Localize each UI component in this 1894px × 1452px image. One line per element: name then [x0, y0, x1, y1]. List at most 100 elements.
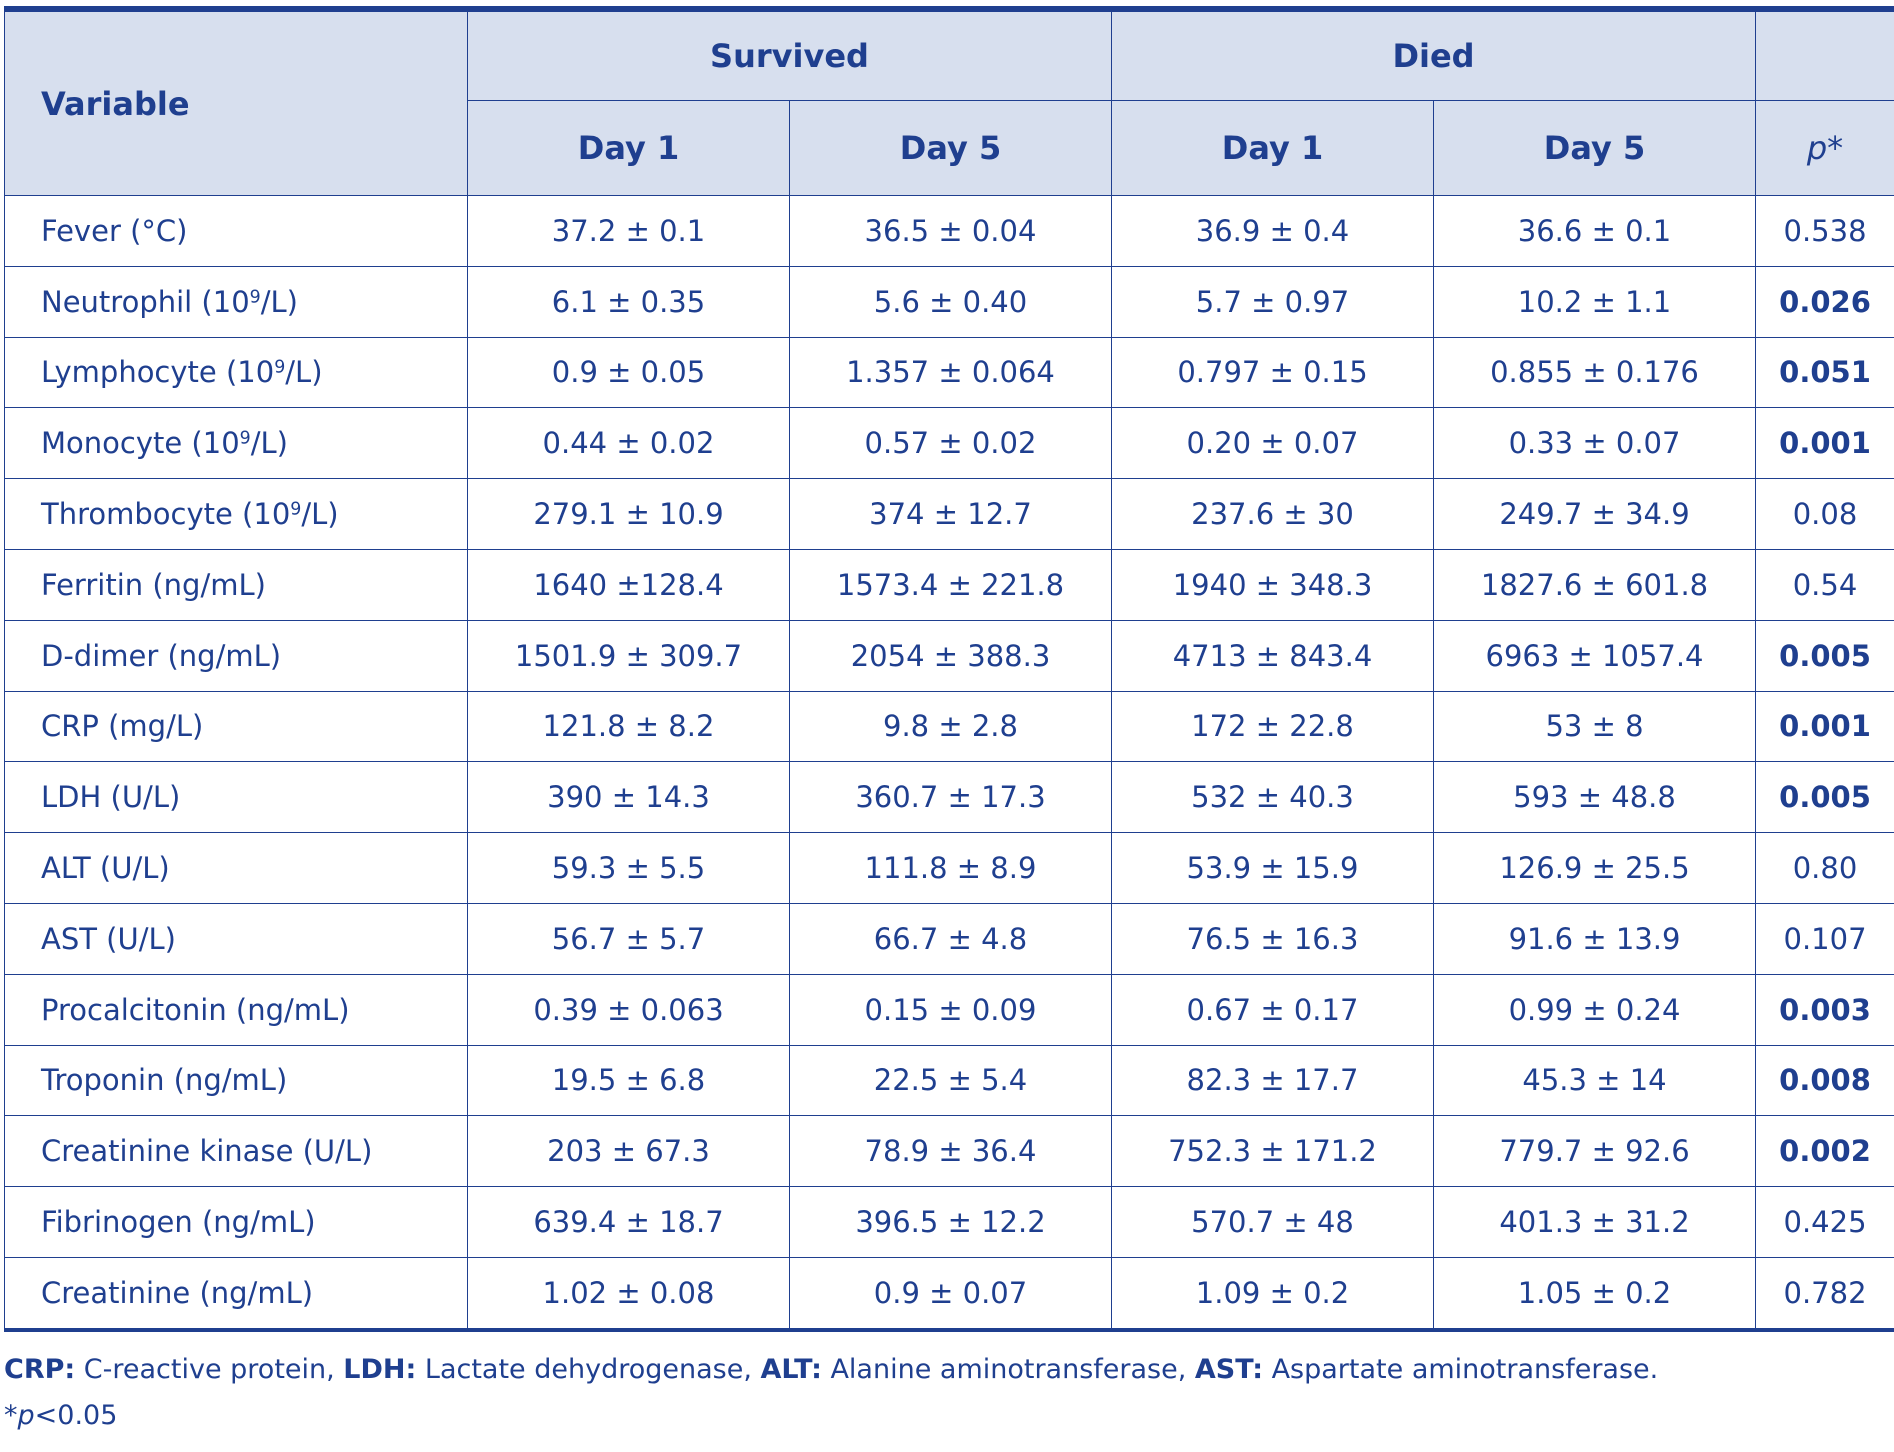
survived-day5-value: 396.5 ± 12.2 — [789, 1186, 1112, 1258]
table-row: Troponin (ng/mL) 19.5 ± 6.8 22.5 ± 5.4 82.3… — [4, 1044, 1894, 1117]
table-row: Fibrinogen (ng/mL) 639.4 ± 18.7 396.5 ± 12… — [4, 1186, 1894, 1258]
table-row: Neutrophil (109/L) 6.1 ± 0.35 5.6 ± 0.40 5.… — [4, 265, 1894, 338]
header-variable: Variable — [4, 8, 468, 196]
p-value: 0.54 — [1755, 548, 1894, 621]
abbr-definition: Lactate dehydrogenase, — [416, 1354, 761, 1385]
row-variable: Fever (°C) — [4, 195, 468, 267]
variable-name: Troponin (ng/mL) — [41, 1063, 288, 1098]
variable-name: Fever (°C) — [41, 213, 188, 248]
table-row: Ferritin (ng/mL) 1640 ±128.4 1573.4 ± 221.… — [4, 548, 1894, 621]
survived-day5-value: 0.9 ± 0.07 — [789, 1256, 1112, 1331]
header-blank — [1755, 8, 1894, 101]
table-row: Procalcitonin (ng/mL) 0.39 ± 0.063 0.15 ± … — [4, 973, 1894, 1046]
p-value: 0.538 — [1755, 195, 1894, 267]
survived-day5-value: 111.8 ± 8.9 — [789, 832, 1112, 904]
row-variable: Fibrinogen (ng/mL) — [4, 1186, 468, 1258]
died-day1-value: 5.7 ± 0.97 — [1111, 265, 1434, 338]
died-day5-value: 779.7 ± 92.6 — [1432, 1115, 1757, 1188]
died-day1-value: 172 ± 22.8 — [1111, 690, 1434, 763]
row-variable: ALT (U/L) — [4, 832, 468, 904]
p-value: 0.08 — [1755, 478, 1894, 550]
died-day1-value: 570.7 ± 48 — [1111, 1186, 1434, 1258]
died-day1-value: 1940 ± 348.3 — [1111, 548, 1434, 621]
header-died-day1: Day 1 — [1111, 100, 1434, 196]
row-variable: Neutrophil (109/L) — [4, 265, 468, 338]
died-day1-value: 0.797 ± 0.15 — [1111, 336, 1434, 409]
sig-p: p — [17, 1400, 35, 1431]
table-row: CRP (mg/L) 121.8 ± 8.2 9.8 ± 2.8 172 ± 22.8… — [4, 690, 1894, 763]
died-day5-value: 249.7 ± 34.9 — [1432, 478, 1757, 550]
survived-day1-value: 390 ± 14.3 — [467, 761, 790, 834]
died-day1-value: 532 ± 40.3 — [1111, 761, 1434, 834]
died-day1-value: 0.67 ± 0.17 — [1111, 973, 1434, 1046]
abbr-definition: Alanine aminotransferase, — [821, 1354, 1195, 1385]
survived-day5-value: 1.357 ± 0.064 — [789, 336, 1112, 409]
row-variable: Creatinine kinase (U/L) — [4, 1115, 468, 1188]
died-day5-value: 401.3 ± 31.2 — [1432, 1186, 1757, 1258]
p-value: 0.026 — [1755, 265, 1894, 338]
survived-day5-value: 0.57 ± 0.02 — [789, 407, 1112, 480]
p-value: 0.051 — [1755, 336, 1894, 409]
abbr-term: LDH: — [343, 1354, 417, 1385]
row-variable: Ferritin (ng/mL) — [4, 548, 468, 621]
survived-day5-value: 9.8 ± 2.8 — [789, 690, 1112, 763]
p-value: 0.80 — [1755, 832, 1894, 904]
variable-name: Fibrinogen (ng/mL) — [41, 1205, 316, 1240]
survived-day1-value: 1501.9 ± 309.7 — [467, 619, 790, 692]
variable-name: Creatinine kinase (U/L) — [41, 1134, 373, 1169]
died-day1-value: 237.6 ± 30 — [1111, 478, 1434, 550]
survived-day1-value: 0.9 ± 0.05 — [467, 336, 790, 409]
survived-day5-value: 1573.4 ± 221.8 — [789, 548, 1112, 621]
died-day5-value: 53 ± 8 — [1432, 690, 1757, 763]
variable-name: Thrombocyte (10 — [41, 497, 291, 532]
row-variable: Troponin (ng/mL) — [4, 1044, 468, 1117]
variable-exponent: 9 — [239, 428, 251, 449]
variable-exponent: 9 — [249, 287, 261, 308]
variable-exponent: 9 — [274, 357, 286, 378]
row-variable: Thrombocyte (109/L) — [4, 478, 468, 550]
variable-name: AST (U/L) — [41, 921, 176, 956]
abbr-term: CRP: — [4, 1354, 76, 1385]
died-day5-value: 0.99 ± 0.24 — [1432, 973, 1757, 1046]
died-day5-value: 91.6 ± 13.9 — [1432, 902, 1757, 975]
row-variable: Monocyte (109/L) — [4, 407, 468, 480]
header-died: Died — [1110, 8, 1757, 101]
survived-day1-value: 19.5 ± 6.8 — [467, 1044, 790, 1117]
variable-name: Creatinine (ng/mL) — [41, 1275, 314, 1310]
died-day5-value: 45.3 ± 14 — [1432, 1044, 1757, 1117]
survived-day1-value: 59.3 ± 5.5 — [467, 832, 790, 904]
header-survived: Survived — [467, 8, 1112, 101]
died-day1-value: 76.5 ± 16.3 — [1111, 902, 1434, 975]
variable-name: Neutrophil (10 — [41, 284, 250, 319]
table-row: Creatinine kinase (U/L) 203 ± 67.3 78.9 ± … — [4, 1115, 1894, 1188]
survived-day1-value: 0.44 ± 0.02 — [467, 407, 790, 480]
survived-day5-value: 360.7 ± 17.3 — [789, 761, 1112, 834]
table-row: AST (U/L) 56.7 ± 5.7 66.7 ± 4.8 76.5 ± 16.3… — [4, 902, 1894, 975]
variable-unit: /L) — [260, 284, 298, 319]
survived-day5-value: 36.5 ± 0.04 — [789, 195, 1112, 267]
p-value: 0.425 — [1755, 1186, 1894, 1258]
variable-unit: /L) — [285, 355, 323, 390]
row-variable: Procalcitonin (ng/mL) — [4, 973, 468, 1046]
table-row: LDH (U/L) 390 ± 14.3 360.7 ± 17.3 532 ± 40.… — [4, 761, 1894, 834]
p-value: 0.001 — [1755, 690, 1894, 763]
table-header: Variable Survived Died Day 1 Day 5 Day 1… — [4, 8, 1894, 196]
died-day5-value: 126.9 ± 25.5 — [1432, 832, 1757, 904]
table-row: Creatinine (ng/mL) 1.02 ± 0.08 0.9 ± 0.07 1… — [4, 1256, 1894, 1331]
died-day1-value: 82.3 ± 17.7 — [1111, 1044, 1434, 1117]
survived-day1-value: 639.4 ± 18.7 — [467, 1186, 790, 1258]
p-value: 0.005 — [1755, 619, 1894, 692]
variable-name: ALT (U/L) — [41, 851, 170, 886]
survived-day5-value: 374 ± 12.7 — [789, 478, 1112, 550]
died-day5-value: 10.2 ± 1.1 — [1432, 265, 1757, 338]
variable-name: Lymphocyte (10 — [41, 355, 275, 390]
survived-day1-value: 0.39 ± 0.063 — [467, 973, 790, 1046]
died-day5-value: 36.6 ± 0.1 — [1432, 195, 1757, 267]
died-day1-value: 1.09 ± 0.2 — [1111, 1256, 1434, 1331]
sig-marker: * — [4, 1400, 18, 1431]
survived-day5-value: 5.6 ± 0.40 — [789, 265, 1112, 338]
survived-day5-value: 66.7 ± 4.8 — [789, 902, 1112, 975]
died-day1-value: 53.9 ± 15.9 — [1111, 832, 1434, 904]
table-row: Thrombocyte (109/L) 279.1 ± 10.9 374 ± 12.… — [4, 478, 1894, 550]
